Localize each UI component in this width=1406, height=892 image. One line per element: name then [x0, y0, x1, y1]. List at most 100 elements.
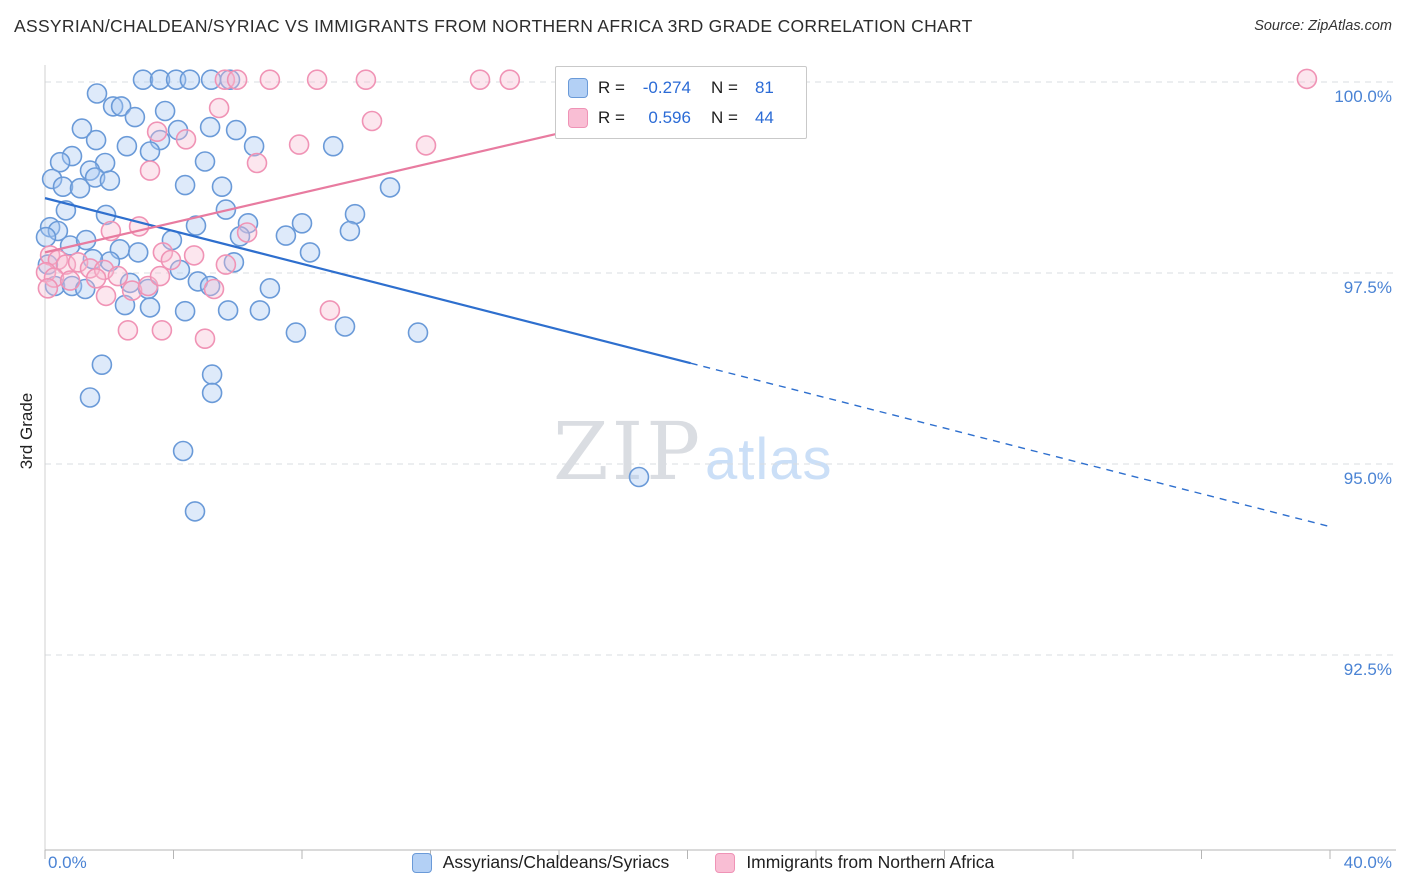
legend-item-northern-africa: Immigrants from Northern Africa — [715, 852, 994, 873]
data-point-pink — [151, 319, 173, 341]
r-value-blue: -0.274 — [642, 77, 691, 97]
data-point-blue — [149, 69, 171, 90]
data-point-pink — [259, 69, 281, 90]
trend-line-solid — [44, 197, 691, 365]
data-point-pink — [59, 270, 81, 291]
data-point-pink — [306, 69, 328, 90]
data-point-blue — [407, 322, 429, 343]
data-point-blue — [154, 100, 176, 122]
y-axis-tick-label: 100.0% — [1334, 87, 1392, 106]
y-axis-tick-label: 95.0% — [1343, 469, 1392, 488]
data-point-blue — [75, 229, 97, 251]
data-point-blue — [179, 69, 201, 90]
n-label: N = — [710, 77, 738, 97]
data-point-pink — [361, 110, 383, 132]
data-point-blue — [223, 251, 245, 273]
data-point-blue — [334, 316, 356, 337]
data-point-blue — [86, 83, 108, 104]
data-point-blue — [95, 204, 117, 226]
data-point-blue — [71, 118, 93, 139]
data-point-blue — [47, 220, 69, 242]
data-point-pink — [183, 245, 205, 266]
data-point-blue — [259, 277, 281, 299]
y-axis-tick-label: 97.5% — [1343, 278, 1392, 297]
legend-label-assyrians: Assyrians/Chaldeans/Syriacs — [442, 852, 670, 872]
data-point-blue — [139, 141, 161, 162]
legend-swatch-blue-icon — [411, 852, 432, 873]
y-axis-title: 3rd Grade — [17, 392, 36, 470]
data-point-blue — [61, 145, 83, 167]
data-point-pink — [469, 69, 491, 90]
pink-series-swatch-icon — [568, 107, 588, 128]
source-label: Source: ZipAtlas.com — [1254, 18, 1392, 34]
data-point-pink — [139, 160, 161, 181]
x-axis-max-label: 40.0% — [1343, 853, 1392, 872]
data-point-blue — [110, 96, 132, 117]
data-point-pink — [149, 265, 171, 287]
data-point-pink — [67, 251, 89, 273]
page-title: ASSYRIAN/CHALDEAN/SYRIAC VS IMMIGRANTS F… — [14, 16, 973, 36]
legend-swatch-pink-icon — [715, 852, 736, 873]
data-point-pink — [152, 242, 174, 263]
data-point-pink — [121, 280, 143, 301]
data-point-blue — [291, 213, 313, 234]
n-label: N = — [710, 107, 738, 127]
legend-label-northern-africa: Immigrants from Northern Africa — [746, 852, 995, 872]
trend-line-dashed — [690, 362, 1331, 528]
data-point-blue — [275, 225, 297, 246]
legend-item-assyrians: Assyrians/Chaldeans/Syriacs — [411, 852, 670, 873]
y-axis-tick-label: 92.5% — [1343, 660, 1392, 679]
data-point-blue — [219, 69, 241, 90]
data-point-pink — [85, 267, 107, 289]
r-label: R = — [598, 77, 625, 97]
data-point-blue — [199, 116, 221, 138]
data-point-blue — [322, 135, 344, 157]
data-point-blue — [243, 135, 265, 157]
data-point-blue — [184, 501, 206, 522]
data-point-pink — [95, 285, 117, 307]
data-point-pink — [160, 249, 182, 271]
data-point-pink — [43, 267, 65, 288]
data-point-pink — [1296, 68, 1318, 90]
data-point-pink — [246, 152, 268, 174]
blue-series-swatch-icon — [568, 77, 588, 98]
data-point-blue — [225, 119, 247, 141]
data-point-blue — [35, 226, 57, 248]
data-point-blue — [139, 297, 161, 318]
data-point-blue — [116, 135, 138, 157]
data-point-blue — [249, 300, 271, 321]
data-point-blue — [79, 387, 101, 408]
data-point-blue — [52, 176, 74, 197]
data-point-blue — [285, 322, 307, 343]
chart-legend: Assyrians/Chaldeans/Syriacs Immigrants f… — [0, 852, 1406, 873]
data-point-pink — [355, 69, 377, 90]
data-point-pink — [499, 69, 521, 90]
data-point-pink — [107, 265, 129, 287]
data-point-blue — [124, 106, 146, 128]
data-point-blue — [339, 220, 361, 242]
data-point-blue — [49, 151, 71, 173]
data-point-pink — [288, 134, 310, 155]
data-point-blue — [211, 176, 233, 197]
data-point-pink — [215, 254, 237, 275]
data-point-blue — [102, 96, 124, 117]
data-point-blue — [41, 168, 63, 190]
data-point-pink — [208, 97, 230, 119]
n-value-blue: 81 — [754, 77, 774, 97]
data-point-blue — [185, 215, 207, 236]
data-point-pink — [319, 300, 341, 321]
r-value-pink: 0.596 — [648, 107, 691, 127]
data-point-pink — [415, 135, 437, 156]
data-point-pink — [146, 121, 168, 142]
data-point-blue — [99, 170, 121, 191]
data-point-pink — [236, 222, 258, 243]
data-point-blue — [299, 242, 321, 263]
data-point-pink — [194, 328, 216, 350]
data-point-blue — [174, 300, 196, 322]
data-point-blue — [194, 151, 216, 172]
stats-row-blue: R = -0.274 N = 81 — [568, 75, 794, 100]
data-point-pink — [37, 277, 59, 299]
n-value-pink: 44 — [754, 107, 774, 127]
